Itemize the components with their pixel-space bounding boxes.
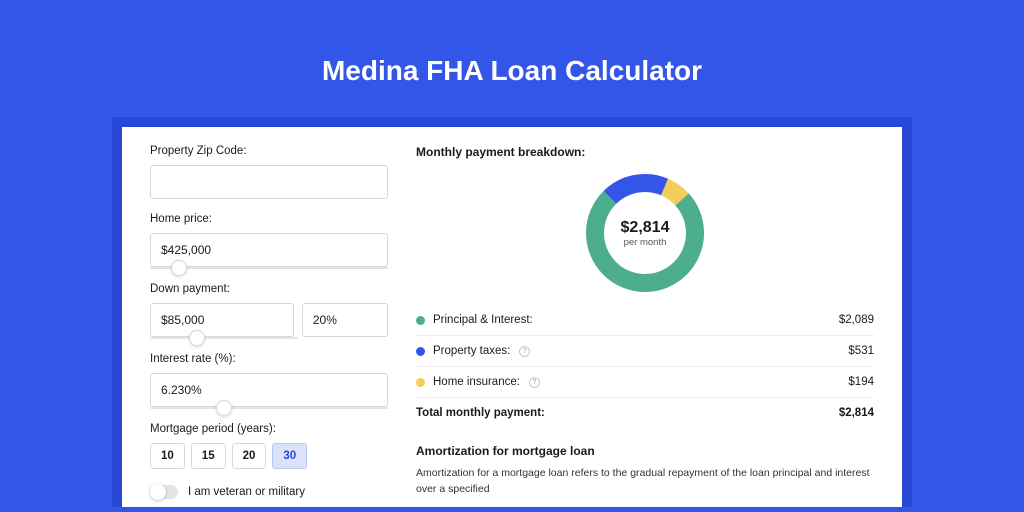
info-icon[interactable]: ? — [519, 346, 530, 357]
legend-row: Principal & Interest: $2,089 — [416, 305, 874, 336]
card-shadow: Property Zip Code: Home price: Down paym… — [112, 117, 912, 507]
legend-value: $194 — [848, 376, 874, 388]
down-payment-slider-thumb[interactable] — [189, 330, 205, 346]
zip-input[interactable] — [150, 165, 388, 199]
amortization-title: Amortization for mortgage loan — [416, 444, 874, 458]
field-zip: Property Zip Code: — [150, 145, 388, 199]
down-payment-input[interactable] — [150, 303, 294, 337]
form-column: Property Zip Code: Home price: Down paym… — [150, 145, 388, 499]
veteran-label: I am veteran or military — [188, 486, 305, 498]
legend-dot — [416, 347, 425, 356]
interest-rate-slider-thumb[interactable] — [216, 400, 232, 416]
mortgage-period-label: Mortgage period (years): — [150, 423, 388, 435]
mortgage-period-20[interactable]: 20 — [232, 443, 267, 469]
home-price-slider-thumb[interactable] — [171, 260, 187, 276]
mortgage-period-10[interactable]: 10 — [150, 443, 185, 469]
legend-value: $531 — [848, 345, 874, 357]
legend-label: Principal & Interest: — [433, 314, 533, 326]
field-mortgage-period: Mortgage period (years): 10152030 — [150, 423, 388, 469]
down-payment-label: Down payment: — [150, 283, 388, 295]
legend-label: Property taxes: — [433, 345, 510, 357]
home-price-label: Home price: — [150, 213, 388, 225]
legend-total-value: $2,814 — [839, 407, 874, 419]
legend-dot — [416, 316, 425, 325]
mortgage-period-30[interactable]: 30 — [272, 443, 307, 469]
calculator-card: Property Zip Code: Home price: Down paym… — [122, 127, 902, 507]
down-payment-pct-input[interactable] — [302, 303, 388, 337]
home-price-slider[interactable] — [150, 267, 388, 269]
legend-row: Home insurance:? $194 — [416, 367, 874, 398]
amortization-text: Amortization for a mortgage loan refers … — [416, 466, 874, 498]
legend-total-label: Total monthly payment: — [416, 407, 545, 419]
legend-label: Home insurance: — [433, 376, 520, 388]
donut-center: $2,814 per month — [585, 173, 705, 293]
donut-sub: per month — [624, 237, 667, 248]
home-price-input[interactable] — [150, 233, 388, 267]
veteran-toggle[interactable] — [150, 485, 178, 499]
legend-total-row: Total monthly payment: $2,814 — [416, 398, 874, 428]
field-down-payment: Down payment: — [150, 283, 388, 339]
down-payment-slider[interactable] — [150, 337, 298, 339]
veteran-row: I am veteran or military — [150, 485, 388, 499]
field-interest-rate: Interest rate (%): — [150, 353, 388, 409]
info-icon[interactable]: ? — [529, 377, 540, 388]
breakdown-title: Monthly payment breakdown: — [416, 145, 874, 159]
page-title: Medina FHA Loan Calculator — [322, 55, 702, 87]
donut-amount: $2,814 — [621, 219, 670, 237]
field-home-price: Home price: — [150, 213, 388, 269]
mortgage-period-options: 10152030 — [150, 443, 388, 469]
breakdown-column: Monthly payment breakdown: $2,814 per mo… — [416, 145, 874, 499]
veteran-toggle-knob — [150, 484, 166, 500]
zip-label: Property Zip Code: — [150, 145, 388, 157]
interest-rate-slider[interactable] — [150, 407, 388, 409]
legend-row: Property taxes:? $531 — [416, 336, 874, 367]
mortgage-period-15[interactable]: 15 — [191, 443, 226, 469]
legend-value: $2,089 — [839, 314, 874, 326]
interest-rate-label: Interest rate (%): — [150, 353, 388, 365]
donut-chart-wrap: $2,814 per month — [416, 167, 874, 305]
legend: Principal & Interest: $2,089 Property taxe… — [416, 305, 874, 428]
interest-rate-input[interactable] — [150, 373, 388, 407]
legend-dot — [416, 378, 425, 387]
donut-chart: $2,814 per month — [585, 173, 705, 293]
